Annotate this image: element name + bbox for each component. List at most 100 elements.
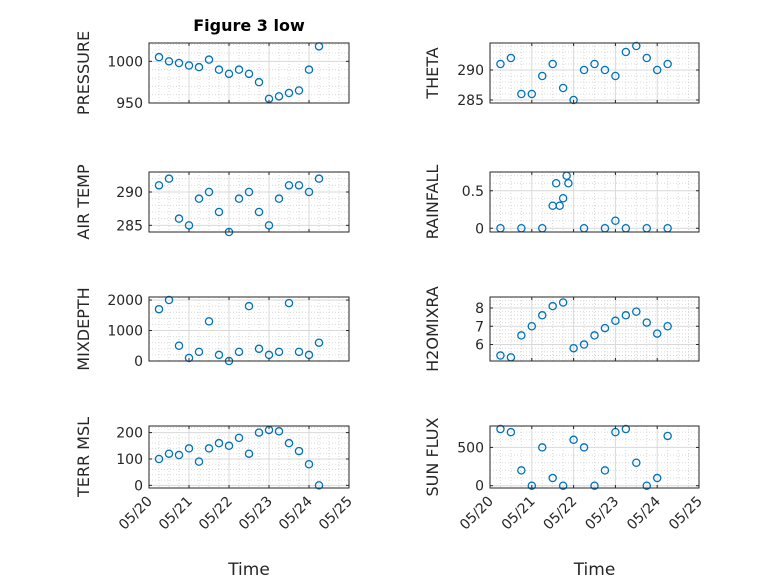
data-point bbox=[652, 65, 662, 75]
data-point bbox=[214, 350, 224, 360]
data-point bbox=[527, 89, 537, 99]
data-point bbox=[304, 460, 314, 469]
data-point bbox=[632, 41, 641, 51]
data-point bbox=[538, 71, 547, 81]
data-point bbox=[194, 347, 204, 357]
data-point bbox=[590, 481, 599, 490]
data-point bbox=[621, 47, 631, 57]
subplot-3: 285 290 AIR TEMP bbox=[74, 164, 350, 240]
data-point bbox=[164, 295, 174, 305]
subplot-7: 0 100 200 TERR MSL 05/20 05/21 05/22 05/23 05/24… bbox=[74, 417, 356, 580]
y-tick-label: 500 bbox=[457, 440, 484, 456]
data-point bbox=[254, 344, 264, 354]
axes-box bbox=[148, 42, 350, 104]
data-point bbox=[506, 53, 516, 63]
data-point bbox=[174, 341, 184, 351]
y-tick-label: 950 bbox=[116, 96, 143, 112]
data-point bbox=[184, 61, 194, 70]
y-axis-label: RAINFALL bbox=[423, 165, 442, 240]
data-point bbox=[632, 458, 641, 467]
axes-box bbox=[148, 425, 350, 489]
data-point bbox=[254, 77, 264, 87]
data-point bbox=[632, 307, 641, 316]
data-point bbox=[294, 86, 304, 95]
y-tick-label: 290 bbox=[457, 63, 484, 79]
data-point bbox=[234, 194, 244, 203]
subplot-1: 950 1000 PRESSURE Figure 3 low bbox=[74, 16, 350, 115]
y-axis-label: THETA bbox=[423, 47, 442, 99]
data-point bbox=[611, 216, 620, 225]
data-point bbox=[506, 427, 516, 437]
x-tick-label: 05/20 bbox=[457, 494, 497, 534]
y-axis-label: SUN FLUX bbox=[423, 418, 442, 497]
data-point bbox=[244, 301, 254, 311]
y-tick-label: 200 bbox=[116, 426, 143, 442]
data-point bbox=[652, 329, 662, 338]
x-tick-label: 05/21 bbox=[156, 494, 196, 534]
data-point bbox=[558, 83, 568, 93]
y-tick-label: 0 bbox=[475, 479, 484, 495]
data-point bbox=[663, 59, 672, 69]
y-tick-label: 290 bbox=[116, 185, 143, 201]
axes-box bbox=[489, 296, 700, 362]
data-point bbox=[314, 174, 324, 183]
subplot-4: 0 0.5 RAINFALL bbox=[423, 165, 700, 240]
data-point bbox=[274, 347, 284, 357]
data-point bbox=[154, 181, 164, 190]
x-tick-label: 05/24 bbox=[624, 493, 664, 533]
data-point bbox=[294, 446, 304, 456]
data-point bbox=[194, 457, 204, 466]
y-tick-label: 0 bbox=[475, 221, 484, 237]
data-point bbox=[663, 322, 672, 331]
y-tick-label: 1000 bbox=[107, 54, 143, 70]
y-axis-label: H2OMIXRA bbox=[423, 286, 442, 372]
axes-box bbox=[148, 171, 350, 233]
x-tick-label: 05/22 bbox=[541, 494, 581, 534]
data-point bbox=[174, 450, 184, 460]
data-point bbox=[284, 181, 294, 190]
data-point bbox=[562, 171, 571, 180]
x-tick-label: 05/25 bbox=[666, 494, 706, 534]
data-point bbox=[244, 187, 254, 197]
x-axis-label: Time bbox=[227, 560, 270, 580]
data-point bbox=[294, 347, 304, 357]
data-point bbox=[224, 441, 234, 451]
y-tick-label: 7 bbox=[475, 319, 484, 335]
data-point bbox=[174, 58, 184, 68]
subplot-2: 285 290 THETA bbox=[423, 41, 700, 109]
data-point bbox=[590, 331, 599, 340]
data-point bbox=[600, 466, 610, 475]
data-point bbox=[264, 221, 274, 230]
y-tick-label: 6 bbox=[475, 338, 484, 354]
data-point bbox=[184, 221, 194, 230]
data-point bbox=[642, 53, 652, 63]
x-tick-label: 05/24 bbox=[276, 493, 316, 533]
data-point bbox=[548, 301, 557, 311]
data-point bbox=[184, 444, 194, 453]
data-point bbox=[304, 187, 314, 197]
data-point bbox=[569, 435, 578, 445]
y-axis-label: PRESSURE bbox=[74, 31, 93, 115]
data-point bbox=[164, 174, 174, 183]
data-point bbox=[294, 181, 304, 190]
y-tick-label: 8 bbox=[475, 301, 484, 317]
data-point bbox=[254, 428, 264, 437]
y-tick-label: 2000 bbox=[107, 293, 143, 309]
data-point bbox=[579, 443, 589, 452]
data-point bbox=[164, 57, 174, 66]
data-point bbox=[214, 207, 224, 217]
y-axis-label: TERR MSL bbox=[74, 417, 93, 498]
axes-box bbox=[489, 42, 700, 104]
data-point bbox=[244, 449, 254, 458]
data-point bbox=[154, 304, 164, 314]
data-point bbox=[548, 473, 557, 483]
data-point bbox=[234, 347, 244, 357]
y-tick-label: 0.5 bbox=[462, 184, 484, 200]
data-point bbox=[194, 62, 204, 72]
data-point bbox=[642, 318, 652, 327]
data-point bbox=[517, 89, 526, 99]
data-point bbox=[569, 95, 578, 105]
data-point bbox=[527, 322, 537, 331]
data-point bbox=[254, 207, 264, 217]
